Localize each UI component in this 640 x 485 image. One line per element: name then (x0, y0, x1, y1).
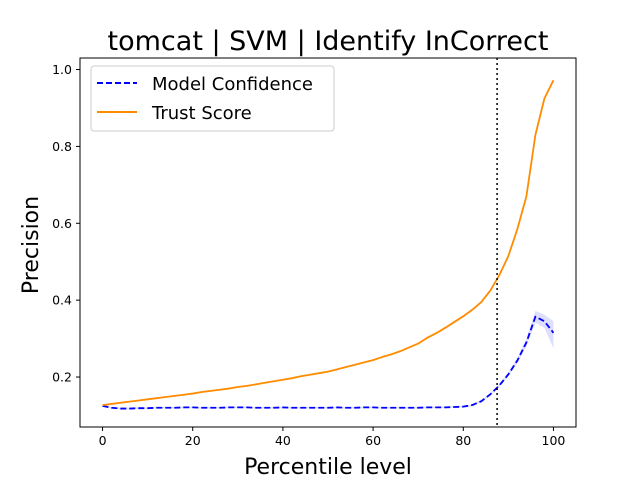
series-lines (102, 79, 555, 410)
y-tick-label: 0.6 (52, 216, 72, 231)
chart-title: tomcat | SVM | Identify InCorrect (108, 26, 549, 57)
series-line-model-confidence (102, 315, 555, 410)
plot-area (79, 57, 577, 428)
y-axis-label: Precision (19, 196, 44, 294)
x-axis-ticks: 0 20 40 60 80 100 (99, 427, 566, 448)
y-tick-label: 1.0 (52, 62, 72, 77)
x-tick-label: 20 (185, 433, 201, 448)
series-line-trust-score (102, 79, 555, 406)
y-tick-label: 0.4 (52, 293, 72, 308)
y-axis-ticks: 0.2 0.4 0.6 0.8 1.0 (52, 62, 80, 385)
legend-label-trust-score: Trust Score (151, 103, 252, 124)
x-tick-label: 60 (365, 433, 381, 448)
x-tick-label: 100 (542, 433, 566, 448)
x-axis-label: Percentile level (244, 455, 412, 480)
x-tick-label: 0 (99, 433, 107, 448)
x-tick-label: 80 (455, 433, 471, 448)
y-tick-label: 0.2 (52, 370, 72, 385)
legend-label-model-confidence: Model Confidence (152, 74, 313, 95)
axes-frame (79, 57, 577, 428)
legend-box (90, 65, 335, 132)
x-tick-label: 40 (275, 433, 291, 448)
y-tick-label: 0.8 (52, 139, 72, 154)
legend: Model Confidence Trust Score (90, 65, 335, 132)
